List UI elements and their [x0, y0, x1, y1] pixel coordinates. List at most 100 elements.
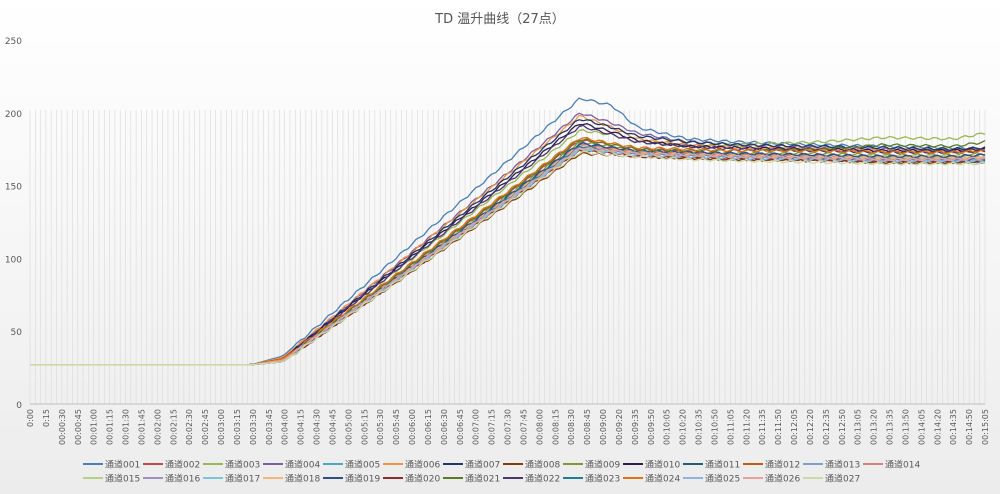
y-tick-label: 0: [16, 401, 22, 411]
x-tick-label: 00:09:35: [631, 409, 640, 445]
x-tick-label: 00:05:45: [392, 409, 401, 445]
legend-label: 通道012: [765, 459, 800, 471]
x-tick-label: 00:10:50: [710, 409, 719, 445]
x-tick-label: 00:07:00: [472, 409, 481, 445]
x-tick-label: 00:01:00: [90, 409, 99, 445]
y-tick-label: 250: [5, 37, 22, 47]
x-tick-label: 00:12:50: [838, 409, 847, 445]
chart-title: TD 温升曲线（27点）: [435, 12, 565, 27]
x-tick-label: 00:06:00: [408, 409, 417, 445]
x-tick-label: 00:01:15: [106, 409, 115, 445]
legend-label: 通道026: [765, 473, 800, 485]
x-tick-label: 00:04:30: [313, 409, 322, 445]
x-tick-label: 00:09:20: [615, 409, 624, 445]
x-tick-label: 00:14:20: [933, 409, 942, 445]
legend-label: 通道018: [285, 473, 320, 485]
x-tick-label: 00:13:50: [901, 409, 910, 445]
x-tick-label: 00:01:30: [122, 409, 131, 445]
x-tick-label: 00:14:50: [965, 409, 974, 445]
x-tick-label: 00:13:35: [886, 409, 895, 445]
series-lines: [30, 97, 986, 366]
x-tick-label: 00:04:45: [328, 409, 337, 445]
legend-label: 通道021: [465, 473, 500, 485]
legend-label: 通道013: [825, 459, 860, 471]
legend-label: 通道007: [465, 459, 500, 471]
x-tick-label: 00:08:00: [535, 409, 544, 445]
x-tick-label: 00:06:15: [424, 409, 433, 445]
x-tick-label: 00:07:30: [504, 409, 513, 445]
x-tick-label: 00:13:20: [870, 409, 879, 445]
x-tick-label: 00:03:30: [249, 409, 258, 445]
legend-label: 通道001: [105, 459, 140, 471]
gridlines: [29, 110, 986, 404]
legend-label: 通道003: [225, 459, 260, 471]
x-tick-label: 00:05:00: [344, 409, 353, 445]
x-tick-label: 00:10:35: [695, 409, 704, 445]
x-tick-label: 00:12:05: [790, 409, 799, 445]
x-tick-label: 00:03:45: [265, 409, 274, 445]
x-tick-label: 00:15:05: [981, 409, 990, 445]
x-tick-label: 00:02:30: [185, 409, 194, 445]
x-tick-label: 0:00: [26, 409, 35, 427]
legend-label: 通道025: [705, 473, 740, 485]
x-tick-label: 00:00:30: [58, 409, 67, 445]
x-tick-label: 00:10:05: [663, 409, 672, 445]
x-tick-label: 00:02:45: [201, 409, 210, 445]
x-tick-label: 00:08:30: [567, 409, 576, 445]
legend-label: 通道016: [165, 473, 200, 485]
legend-label: 通道017: [225, 473, 260, 485]
x-tick-label: 00:12:35: [822, 409, 831, 445]
x-tick-label: 00:03:15: [233, 409, 242, 445]
legend-label: 通道015: [105, 473, 140, 485]
x-tick-label: 00:03:00: [217, 409, 226, 445]
axes: 0 50 100 150 200 250 0:00 0:15 00:00:30 00:00:45 0…: [5, 37, 990, 445]
legend: 通道001 通道002 通道003 通道004 通道005 通道006 通道007 通道008…: [83, 459, 920, 485]
x-tick-label: 00:11:50: [774, 409, 783, 445]
x-tick-label: 00:08:45: [583, 409, 592, 445]
legend-label: 通道011: [705, 459, 740, 471]
x-tick-label: 00:11:35: [758, 409, 767, 445]
legend-label: 通道010: [645, 459, 680, 471]
legend-label: 通道014: [885, 459, 920, 471]
y-tick-label: 200: [5, 110, 22, 120]
legend-label: 通道006: [405, 459, 440, 471]
legend-label: 通道022: [525, 473, 560, 485]
x-tick-label: 00:09:00: [599, 409, 608, 445]
y-tick-label: 150: [5, 183, 22, 193]
legend-label: 通道027: [825, 473, 860, 485]
x-tick-label: 00:11:20: [742, 409, 751, 445]
x-tick-label: 00:10:20: [679, 409, 688, 445]
x-tick-label: 00:02:00: [153, 409, 162, 445]
x-tick-label: 00:09:50: [647, 409, 656, 445]
x-tick-label: 0:15: [42, 409, 51, 427]
legend-label: 通道008: [525, 459, 560, 471]
legend-label: 通道019: [345, 473, 380, 485]
legend-label: 通道004: [285, 459, 320, 471]
x-tick-label: 00:07:45: [519, 409, 528, 445]
y-tick-label: 100: [5, 255, 22, 265]
x-tick-label: 00:00:45: [74, 409, 83, 445]
legend-label: 通道005: [345, 459, 380, 471]
x-tick-label: 00:14:05: [917, 409, 926, 445]
series-line: [30, 150, 986, 366]
legend-label: 通道023: [585, 473, 620, 485]
x-tick-label: 00:05:30: [376, 409, 385, 445]
legend-label: 通道024: [645, 473, 680, 485]
x-tick-label: 00:12:20: [806, 409, 815, 445]
legend-label: 通道002: [165, 459, 200, 471]
x-tick-label: 00:04:00: [281, 409, 290, 445]
x-tick-label: 00:02:15: [169, 409, 178, 445]
y-tick-label: 50: [11, 328, 23, 338]
x-tick-label: 00:11:05: [726, 409, 735, 445]
x-tick-label: 00:05:15: [360, 409, 369, 445]
x-tick-label: 00:06:45: [456, 409, 465, 445]
x-tick-label: 00:14:35: [949, 409, 958, 445]
x-tick-label: 00:07:15: [488, 409, 497, 445]
x-tick-label: 00:08:15: [551, 409, 560, 445]
x-tick-label: 00:01:45: [137, 409, 146, 445]
legend-label: 通道009: [585, 459, 620, 471]
x-tick-label: 00:04:15: [297, 409, 306, 445]
x-tick-label: 00:06:30: [440, 409, 449, 445]
